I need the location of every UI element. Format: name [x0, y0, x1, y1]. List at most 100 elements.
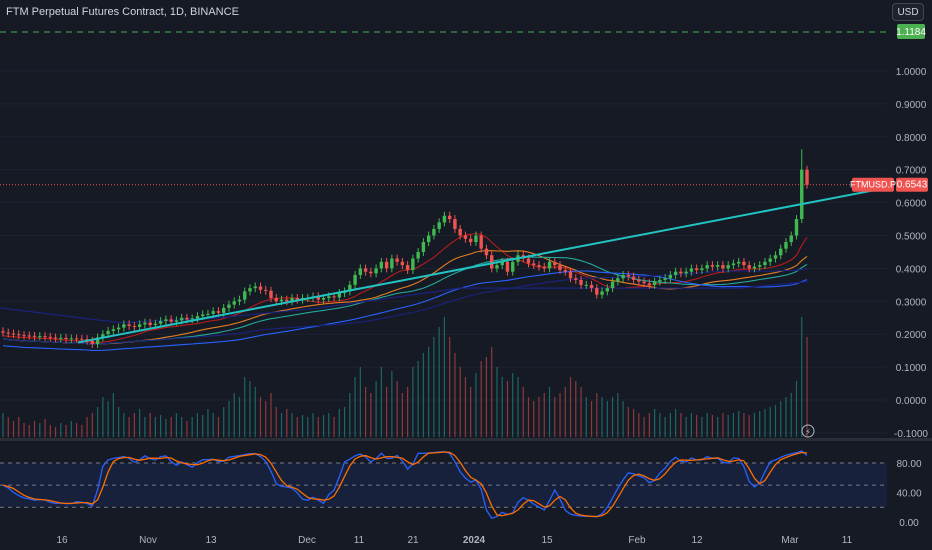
volume-bar — [364, 387, 367, 437]
volume-bar — [596, 393, 598, 437]
candle — [437, 222, 441, 229]
candle — [264, 289, 268, 291]
candle — [768, 258, 772, 262]
volume-bar — [491, 347, 493, 437]
candle — [369, 271, 373, 274]
volume-bar — [228, 401, 230, 437]
candle — [43, 336, 47, 338]
volume-bar — [627, 407, 629, 437]
volume-bar — [611, 397, 614, 437]
candle — [164, 319, 168, 322]
candle — [143, 322, 147, 325]
volume-bar — [396, 381, 398, 437]
candle — [616, 278, 620, 282]
volume-bar — [118, 407, 120, 437]
volume-bar — [96, 407, 99, 437]
time-tick-label: Feb — [628, 535, 646, 546]
volume-bar — [454, 353, 456, 437]
time-tick-label: 16 — [56, 535, 68, 546]
candle — [736, 261, 741, 264]
volume-bar — [559, 393, 561, 437]
target-price-tag — [897, 24, 925, 40]
candle — [663, 278, 667, 280]
candle — [579, 279, 583, 285]
candle — [74, 338, 79, 340]
volume-bar — [701, 417, 703, 437]
candle — [421, 242, 426, 252]
candle — [474, 235, 478, 243]
volume-bar — [112, 393, 114, 437]
time-tick-label: 12 — [691, 535, 703, 546]
currency-button[interactable]: USD — [892, 3, 924, 21]
candle — [69, 338, 74, 340]
volume-bar — [144, 417, 146, 437]
stoch-tick-label: 80.00 — [896, 459, 921, 470]
volume-bar — [349, 393, 351, 437]
volume-bar — [81, 425, 83, 437]
candle — [679, 271, 683, 274]
volume-bar — [638, 413, 640, 437]
volume-bar — [722, 413, 724, 437]
price-tick-label: 1.0000 — [896, 67, 927, 78]
volume-bar — [422, 353, 424, 437]
candle — [216, 311, 221, 313]
stochastic-pane — [0, 450, 887, 519]
volume-bar — [7, 417, 9, 437]
candle — [553, 261, 557, 266]
pane-separator — [0, 438, 932, 441]
volume-bar — [659, 413, 661, 437]
time-tick-label: Mar — [781, 535, 799, 546]
volume-bar — [464, 377, 467, 437]
volume-bar — [317, 417, 319, 437]
volume-bar — [575, 381, 577, 437]
candle — [505, 261, 510, 272]
candle — [174, 320, 179, 322]
volume-bar — [696, 415, 698, 437]
ma-70-line — [2, 268, 808, 345]
candle — [673, 271, 678, 275]
volume-bar — [249, 381, 251, 437]
price-tick-label: 0.6000 — [896, 199, 927, 210]
volume-bar — [475, 373, 477, 437]
volume-bar — [333, 417, 335, 437]
volume-bar — [244, 377, 246, 437]
price-tick-label: 0.8000 — [896, 133, 927, 144]
volume-bar — [512, 373, 514, 437]
volume-bar — [675, 409, 677, 437]
volume-bar — [680, 413, 682, 437]
volume-bar — [738, 411, 740, 437]
volume-bar — [181, 417, 183, 437]
volume-bar — [128, 417, 130, 437]
candle — [38, 336, 42, 338]
volume-bar — [459, 367, 461, 437]
volume-bar — [622, 401, 624, 437]
target-price-label: 1.1184 — [896, 27, 926, 38]
volume-bar — [538, 397, 540, 437]
candle — [779, 248, 783, 256]
volume-bar — [606, 401, 608, 437]
volume-bar — [753, 413, 756, 437]
candle — [800, 169, 804, 220]
candle — [11, 333, 16, 335]
candle — [794, 219, 799, 236]
candle — [631, 276, 636, 280]
candle — [721, 265, 725, 269]
volume-bar — [296, 417, 298, 437]
volume-bar — [759, 411, 761, 437]
candle — [411, 258, 415, 271]
volume-bars — [2, 317, 808, 437]
candle — [127, 324, 131, 326]
volume-bar — [601, 397, 603, 437]
candle — [384, 261, 389, 269]
candle — [122, 324, 126, 328]
candle — [227, 304, 231, 308]
price-tick-label: 0.1000 — [896, 363, 927, 374]
volume-bar — [12, 421, 15, 437]
ma-long-line — [0, 280, 809, 324]
volume-bar — [401, 393, 403, 437]
trendline — [77, 186, 888, 344]
candle — [237, 299, 242, 302]
candle — [626, 274, 631, 277]
volume-bar — [470, 387, 472, 437]
